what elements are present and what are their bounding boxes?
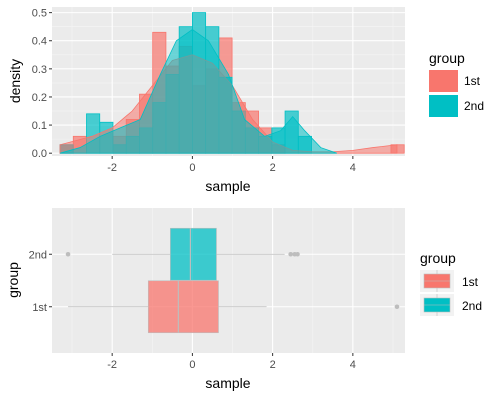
x-axis-title: sample — [205, 178, 250, 194]
legend-title: group — [429, 50, 465, 66]
outlier-point-2nd — [65, 251, 71, 257]
y-tick-label: 0.5 — [32, 8, 47, 20]
legend: group 1st 2nd — [429, 50, 484, 117]
legend-label-2nd: 2nd — [464, 99, 484, 113]
x-tick-label: 4 — [350, 162, 356, 174]
y-tick-label: 0.3 — [32, 64, 47, 76]
y-tick-label: 2nd — [29, 249, 47, 261]
boxplot-chart: -2 0 2 4 1st 2nd sample group group 1st 2nd — [5, 208, 482, 391]
outlier-point-2nd — [295, 251, 300, 257]
x-tick-label: 2 — [270, 162, 276, 174]
x-tick-label: 0 — [189, 359, 195, 371]
y-axis-title: group — [5, 262, 21, 298]
legend-label-2nd: 2nd — [462, 299, 482, 313]
x-tick-label: -2 — [107, 359, 117, 371]
y-tick-label: 0.2 — [32, 92, 47, 104]
x-tick-label: 2 — [270, 359, 276, 371]
box-1st — [147, 280, 219, 334]
density-area-2nd — [59, 29, 337, 154]
legend-swatch-2nd — [429, 95, 458, 117]
histogram-chart: -2 0 2 4 0.0 0.1 0.2 0.3 0.4 0.5 sample density g… — [7, 7, 484, 194]
box-2nd — [170, 227, 217, 281]
legend-key-2nd — [420, 294, 454, 316]
x-axis-title: sample — [205, 375, 250, 391]
boxplots — [65, 227, 400, 334]
x-tick-label: 4 — [350, 359, 356, 371]
axis-ticks: -2 0 2 4 1st 2nd — [29, 249, 356, 371]
axis-ticks: -2 0 2 4 0.0 0.1 0.2 0.3 0.4 0.5 — [32, 8, 356, 174]
legend-label-1st: 1st — [462, 275, 479, 289]
density-curves — [59, 29, 398, 154]
legend-key-1st — [420, 270, 454, 292]
outlier-point-1st — [394, 304, 400, 310]
x-tick-label: -2 — [107, 162, 117, 174]
legend-label-1st: 1st — [464, 74, 481, 88]
plot-panel — [52, 208, 405, 353]
y-axis-title: density — [7, 59, 23, 103]
y-tick-label: 0.0 — [32, 148, 47, 160]
legend-swatch-1st — [429, 70, 458, 92]
y-tick-label: 1st — [32, 302, 47, 314]
outlier-point-2nd — [288, 251, 293, 257]
x-tick-label: 0 — [189, 162, 195, 174]
y-tick-label: 0.4 — [32, 36, 47, 48]
legend-title: group — [420, 250, 456, 266]
y-tick-label: 0.1 — [32, 120, 47, 132]
legend: group 1st 2nd — [420, 250, 482, 316]
